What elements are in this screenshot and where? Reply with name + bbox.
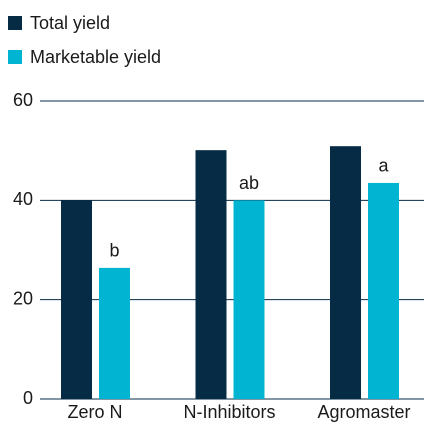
legend-label: Marketable yield: [30, 47, 161, 67]
legend-label: Total yield: [30, 13, 110, 33]
bar: [330, 146, 361, 399]
annotation: ab: [239, 173, 259, 193]
legend-swatch: [8, 16, 22, 30]
legend-swatch: [8, 50, 22, 64]
bar: [195, 150, 227, 399]
bar: [99, 267, 130, 399]
annotation: b: [109, 241, 119, 261]
y-tick-label: 60: [13, 90, 33, 110]
bar: [61, 200, 92, 399]
bar: [233, 200, 265, 399]
y-tick-label: 40: [13, 189, 33, 209]
bar: [368, 182, 399, 399]
x-tick-label: N-Inhibitors: [183, 402, 275, 422]
x-tick-label: Zero N: [67, 402, 122, 422]
annotation: a: [378, 156, 389, 176]
y-tick-label: 20: [13, 288, 33, 308]
x-tick-label: Agromaster: [317, 402, 410, 422]
y-tick-label: 0: [23, 388, 33, 408]
